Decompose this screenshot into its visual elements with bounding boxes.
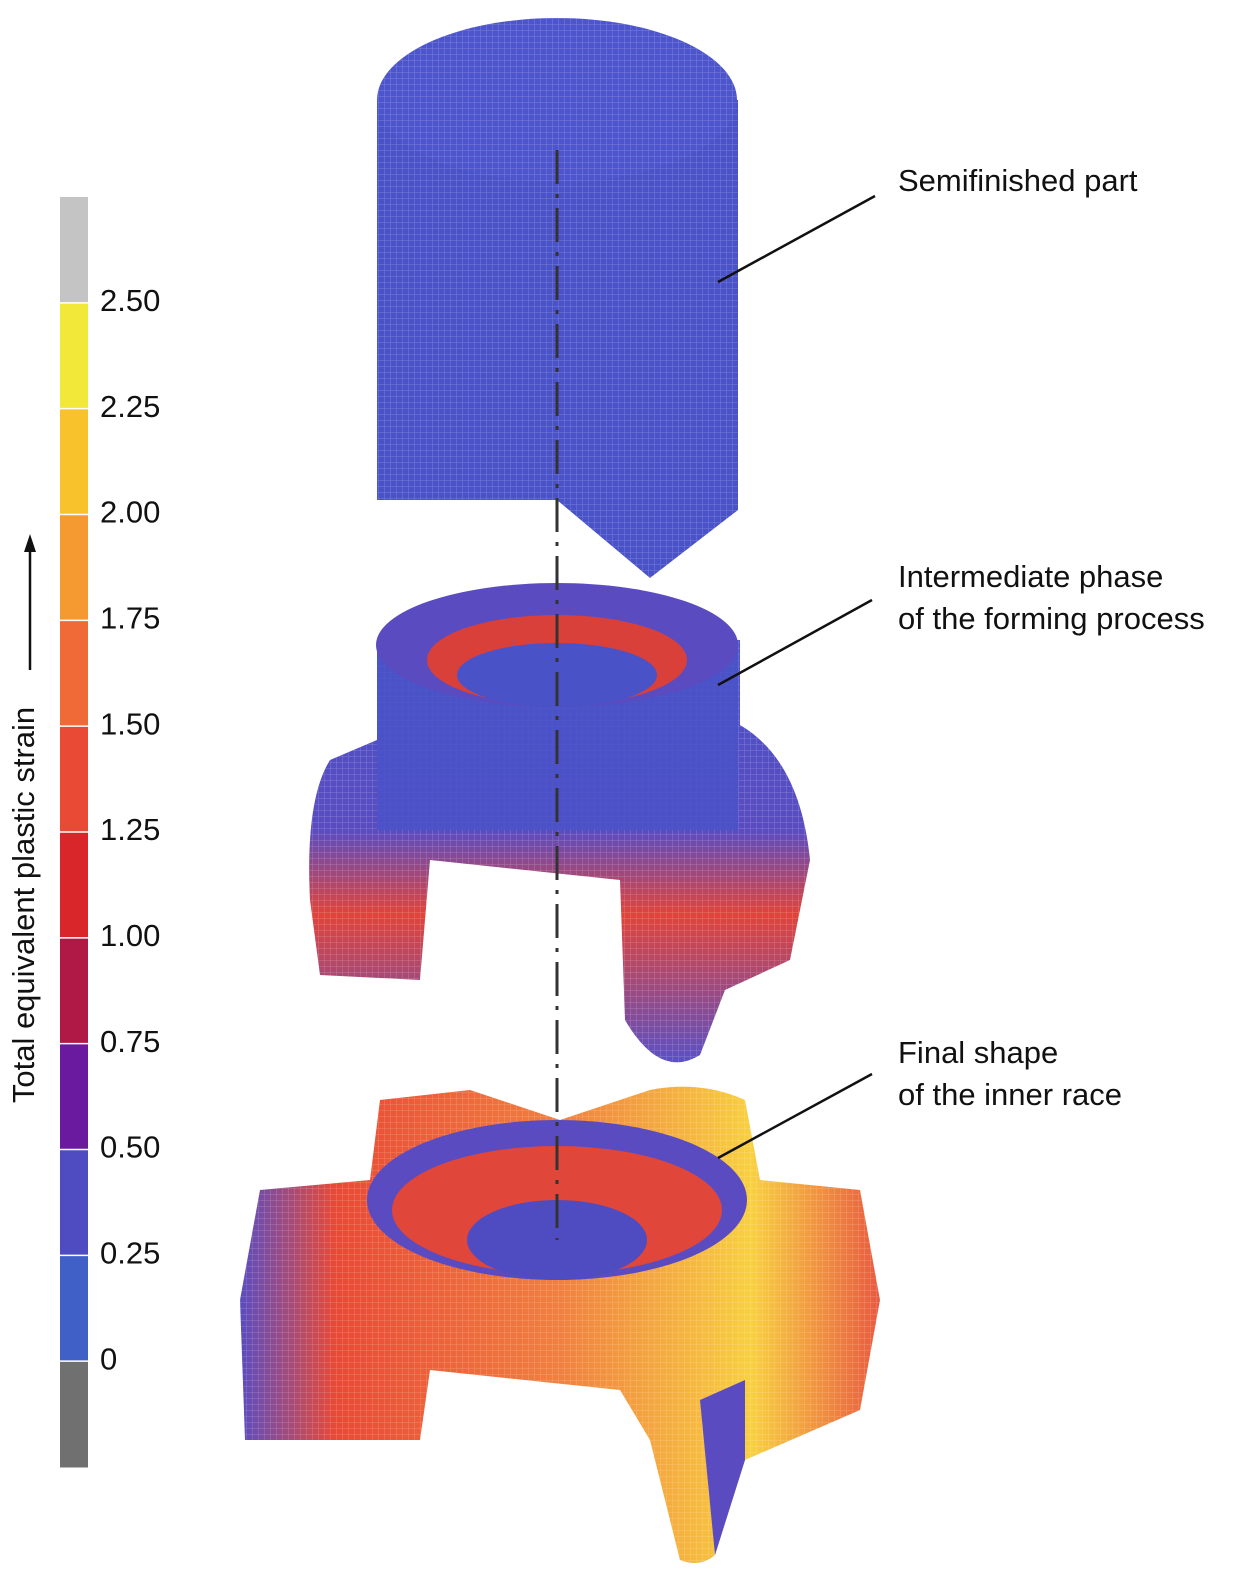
colorbar-tick-label: 1.75 [100,601,160,636]
colorbar-tick-label: 0.50 [100,1130,160,1165]
label-arrow [24,534,36,670]
colorbar-segment [60,197,88,304]
colorbar-segment [60,1149,88,1256]
colorbar-tick-label: 0 [100,1341,117,1376]
colorbar-segment [60,514,88,621]
annotation: Semifinished part [898,163,1138,198]
colorbar: 2.50 2.25 2.00 1.75 1.50 1.25 1.00 0.75 0.50 0.25… [60,197,160,1468]
colorbar-tick-label: 0.75 [100,1024,160,1059]
colorbar-tick-label: 2.25 [100,389,160,424]
colorbar-segment [60,726,88,833]
colorbar-segment [60,302,88,410]
colorbar-label: Total equivalent plastic strain [6,707,41,1103]
colorbar-tick-label: 2.50 [100,283,160,318]
colorbar-segment [60,1043,88,1150]
colorbar-segment [60,1361,88,1468]
colorbar-segment [60,937,88,1045]
colorbar-tick-label: 1.50 [100,706,160,741]
colorbar-segment [60,832,88,939]
intermediate-part [309,583,810,1063]
axis-label: Total equivalent plastic strain [6,707,41,1103]
leader-lines [717,194,876,1160]
annotation: Final shape [898,1035,1058,1070]
colorbar-segment [60,1255,88,1362]
annotation: of the forming process [898,601,1205,636]
colorbar-tick-label: 1.25 [100,812,160,847]
colorbar-segment [60,620,88,727]
annotations: Semifinished part Intermediate phase of th… [898,163,1205,1112]
final-part [240,1086,880,1564]
colorbar-tick-label: 0.25 [100,1236,160,1271]
annotation: of the inner race [898,1077,1122,1112]
colorbar-tick-label: 2.00 [100,495,160,530]
colorbar-segment [60,408,88,515]
colorbar-tick-label: 1.00 [100,918,160,953]
annotation: Intermediate phase [898,559,1163,594]
